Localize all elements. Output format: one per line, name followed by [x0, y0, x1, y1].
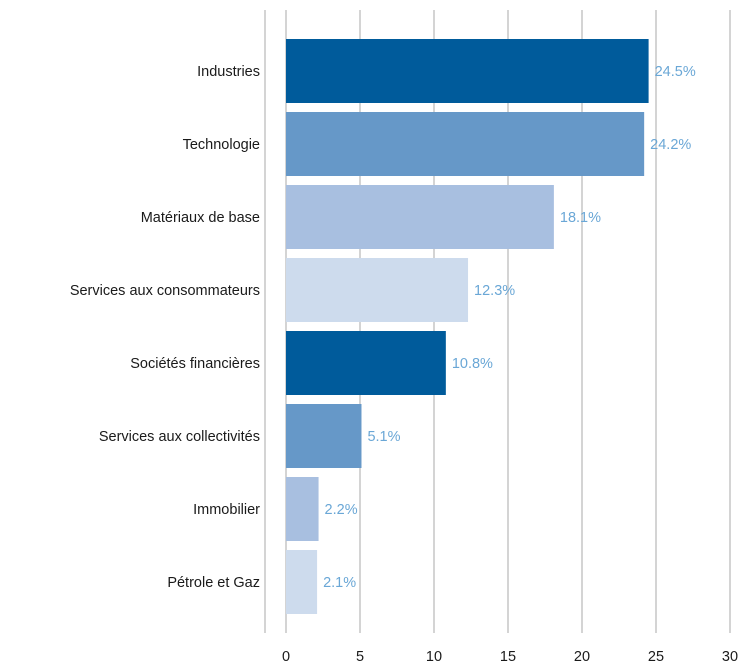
x-tick-label: 20 — [574, 649, 590, 665]
bar-6 — [286, 404, 362, 468]
data-label: 12.3% — [474, 283, 515, 299]
x-tick-label: 5 — [356, 649, 364, 665]
x-tick-label: 25 — [648, 649, 664, 665]
x-tick-label: 0 — [282, 649, 290, 665]
category-label: Matériaux de base — [141, 210, 260, 226]
x-tick-label: 10 — [426, 649, 442, 665]
x-tick-label: 15 — [500, 649, 516, 665]
category-label: Industries — [197, 64, 260, 80]
data-label: 2.2% — [325, 502, 358, 518]
bar-4 — [286, 258, 469, 322]
category-label: Services aux collectivités — [99, 429, 260, 445]
data-labels: 24.5% 24.2% 18.1% 12.3% 10.8% 5.1% 2.2% 2.1% — [323, 64, 696, 591]
bar-1 — [286, 39, 649, 103]
data-label: 10.8% — [452, 356, 493, 372]
category-label: Technologie — [183, 137, 260, 153]
category-label: Immobilier — [193, 502, 260, 518]
bars — [286, 39, 649, 614]
category-label: Pétrole et Gaz — [167, 575, 260, 591]
category-labels: Industries Technologie Matériaux de base Se… — [70, 64, 260, 591]
bar-3 — [286, 185, 554, 249]
bar-8 — [286, 550, 318, 614]
category-label: Sociétés financières — [130, 356, 260, 372]
bar-5 — [286, 331, 446, 395]
data-label: 18.1% — [560, 210, 601, 226]
x-tick-labels: 0 5 10 15 20 25 30 — [282, 649, 738, 665]
data-label: 24.2% — [650, 137, 691, 153]
data-label: 5.1% — [367, 429, 400, 445]
bar-2 — [286, 112, 645, 176]
bar-7 — [286, 477, 319, 541]
data-label: 24.5% — [655, 64, 696, 80]
category-label: Services aux consommateurs — [70, 283, 260, 299]
x-tick-label: 30 — [722, 649, 738, 665]
data-label: 2.1% — [323, 575, 356, 591]
